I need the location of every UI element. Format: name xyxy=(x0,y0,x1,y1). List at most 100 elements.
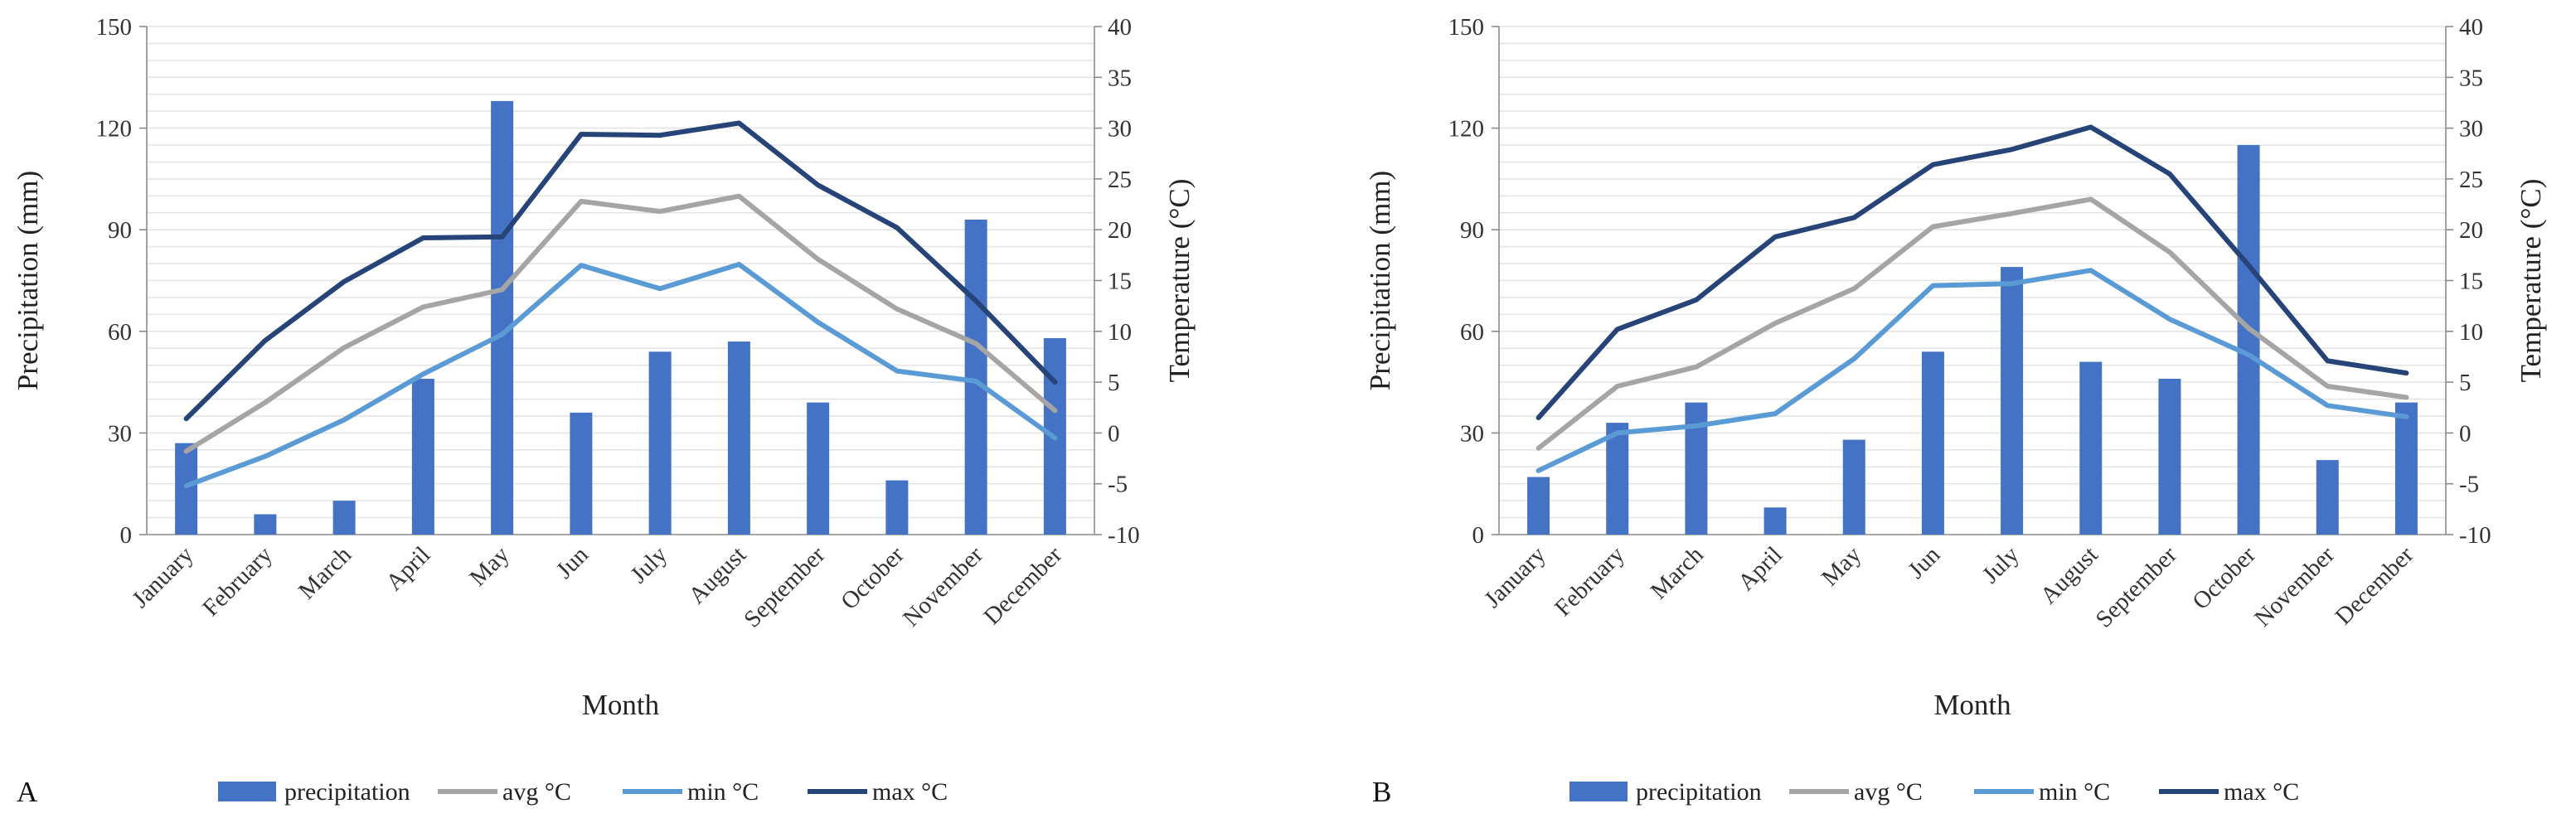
precipitation-bar xyxy=(1921,351,1944,535)
precipitation-bar xyxy=(2158,379,2181,535)
legend-label: min °C xyxy=(687,778,759,806)
x-tick-label: March xyxy=(1646,541,1709,604)
precipitation-bar xyxy=(2394,402,2418,535)
precipitation-bar xyxy=(254,514,277,535)
right-tick-label: 10 xyxy=(2459,319,2483,346)
right-tick-label: 15 xyxy=(2459,269,2483,295)
precipitation-bar xyxy=(332,501,356,535)
precipitation-bar xyxy=(1842,439,1865,535)
left-tick-label: 30 xyxy=(1460,420,1484,447)
gridlines xyxy=(1499,26,2446,519)
right-tick-label: 10 xyxy=(1108,319,1132,346)
left-tick-label: 90 xyxy=(1460,217,1484,244)
precipitation-bar xyxy=(2001,267,2024,535)
x-tick-label: September xyxy=(2091,541,2183,633)
legend-label: precipitation xyxy=(1636,778,1762,806)
panel-label: A xyxy=(17,776,38,808)
precipitation-bar xyxy=(1763,507,1787,535)
right-axis-title: Temperature (°C) xyxy=(2515,179,2547,383)
right-tick-label: 25 xyxy=(2459,167,2483,193)
gridlines xyxy=(147,26,1094,519)
left-tick-label: 150 xyxy=(96,14,133,41)
right-tick-label: 15 xyxy=(1108,269,1132,295)
left-tick-label: 60 xyxy=(1460,319,1484,346)
precipitation-bar xyxy=(2316,460,2339,535)
right-tick-label: 0 xyxy=(1108,420,1120,447)
left-tick-label: 120 xyxy=(1448,116,1485,143)
right-tick-label: 35 xyxy=(2459,65,2483,91)
series-line-min xyxy=(183,261,1058,489)
x-tick-label: October xyxy=(2187,541,2261,615)
precipitation-bar xyxy=(2079,361,2103,535)
precipitation-bar xyxy=(570,412,593,535)
panel-label: B xyxy=(1372,776,1391,808)
x-tick-label: October xyxy=(836,541,910,615)
left-tick-label: 150 xyxy=(1448,14,1485,41)
legend: precipitation avg °C min °C max °C xyxy=(1569,778,2299,806)
right-axis-title: Temperature (°C) xyxy=(1163,179,1196,383)
x-tick-label: April xyxy=(1733,541,1788,596)
precipitation-bar xyxy=(1527,477,1550,535)
precipitation-bars xyxy=(1527,145,2418,535)
precipitation-bar xyxy=(491,100,514,535)
x-tick-label: September xyxy=(739,541,831,633)
left-tick-label: 60 xyxy=(108,319,132,346)
left-tick-label: 90 xyxy=(108,217,132,244)
legend-label: max °C xyxy=(872,778,948,806)
x-tick-label: January xyxy=(127,541,199,613)
x-tick-label: November xyxy=(898,541,988,632)
x-tick-label: January xyxy=(1479,541,1551,613)
series-line-avg xyxy=(1535,196,2409,451)
precipitation-bar xyxy=(648,351,672,535)
series-line-min xyxy=(1535,268,2409,473)
series-line-max xyxy=(1535,124,2409,420)
legend: precipitation avg °C min °C max °C xyxy=(218,778,948,806)
x-axis-title: Month xyxy=(582,689,660,721)
left-tick-label: 30 xyxy=(108,420,132,447)
legend-label: precipitation xyxy=(284,778,410,806)
right-tick-label: 30 xyxy=(1108,116,1132,143)
precipitation-bar xyxy=(411,379,434,535)
right-tick-label: 20 xyxy=(2459,217,2483,244)
x-tick-label: April xyxy=(381,541,435,596)
chart-panel-a: 0 30 60 90 120 150 -10 -5 0 5 10 15 20 25 30 35 40 Januar… xyxy=(12,14,1196,808)
x-tick-label: August xyxy=(2035,541,2103,609)
right-tick-label: -5 xyxy=(1108,472,1128,498)
x-tick-label: July xyxy=(625,541,672,588)
x-axis-title: Month xyxy=(1933,689,2011,721)
series-line-avg xyxy=(183,193,1058,454)
precipitation-bar xyxy=(807,402,830,535)
x-tick-label: May xyxy=(464,541,515,592)
x-tick-label: November xyxy=(2249,541,2340,632)
legend-label: max °C xyxy=(2224,778,2299,806)
precipitation-bar xyxy=(885,480,909,535)
left-axis-title: Precipitation (mm) xyxy=(12,171,44,390)
right-tick-label: 20 xyxy=(1108,217,1132,244)
x-tick-label: Jun xyxy=(551,541,594,583)
precipitation-bars xyxy=(175,100,1066,535)
right-tick-label: 5 xyxy=(1108,370,1120,396)
x-tick-label: December xyxy=(2330,541,2418,630)
right-tick-label: 35 xyxy=(1108,65,1132,91)
left-tick-label: 0 xyxy=(1472,522,1485,549)
right-tick-label: -10 xyxy=(1108,522,1140,549)
legend-label: avg °C xyxy=(502,778,571,806)
precipitation-bar xyxy=(727,341,750,535)
x-tick-label: May xyxy=(1817,541,1867,592)
x-tick-label: December xyxy=(978,541,1067,630)
precipitation-bar xyxy=(1606,423,1629,535)
left-axis-title: Precipitation (mm) xyxy=(1364,171,1396,390)
right-tick-label: 40 xyxy=(1108,14,1132,41)
x-tick-label: Jun xyxy=(1903,541,1945,583)
right-tick-label: 0 xyxy=(2459,420,2472,447)
right-tick-label: 25 xyxy=(1108,167,1132,193)
precipitation-bar xyxy=(964,219,987,535)
x-tick-label: February xyxy=(1550,541,1630,622)
right-tick-label: 40 xyxy=(2459,14,2483,41)
x-tick-label: March xyxy=(293,541,357,604)
right-tick-label: 30 xyxy=(2459,116,2483,143)
legend-swatch-precipitation xyxy=(218,782,276,801)
precipitation-bar xyxy=(2237,145,2260,535)
legend-label: avg °C xyxy=(1854,778,1923,806)
